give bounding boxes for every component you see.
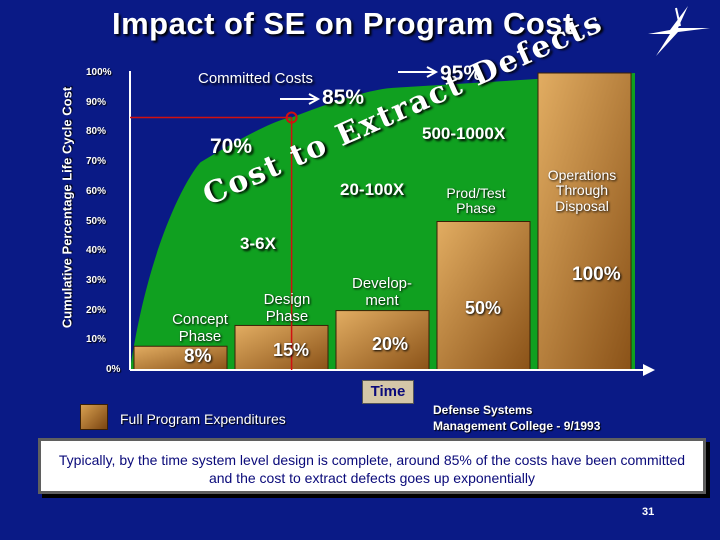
expenditure-bar [537, 72, 632, 371]
expenditure-bar [335, 310, 430, 371]
expenditure-bar [234, 324, 329, 371]
expenditure-bar [436, 221, 531, 371]
legend-label: Full Program Expenditures [120, 411, 286, 427]
arrow-icon [398, 66, 439, 78]
bar-value-label: 50% [465, 298, 502, 318]
y-tick-label: 10% [86, 334, 107, 346]
y-tick-label: 0% [106, 364, 121, 375]
source-line: Defense Systems [433, 403, 533, 417]
committed-pct-label: 85% [322, 86, 365, 109]
y-tick-label: 60% [86, 185, 107, 197]
committed-marker [285, 111, 298, 124]
expenditure-bar [133, 345, 228, 371]
logo-icon [648, 6, 710, 56]
legend-swatch [80, 404, 108, 430]
source-citation: Defense Systems Management College - 9/1… [433, 403, 600, 434]
defect-multiplier-label: 20-100X [340, 180, 405, 199]
phase-label: Prod/Test Phase [446, 185, 506, 217]
y-tick-label: 50% [86, 215, 107, 227]
page-number: 31 [642, 506, 655, 518]
caption-box: Typically, by the time system level desi… [38, 438, 706, 494]
committed-pct-label: 70% [210, 135, 253, 158]
defect-multiplier-label: 500-1000X [422, 124, 506, 143]
y-tick-label: 80% [86, 126, 107, 138]
bar-value-label: 20% [372, 334, 409, 354]
bar-value-label: 8% [184, 346, 212, 367]
y-tick-label: 90% [86, 96, 107, 108]
y-tick-label: 20% [86, 304, 107, 316]
page-title: Impact of SE on Program Cost [112, 6, 574, 41]
x-axis-arrow [643, 364, 655, 376]
committed-costs-label: Committed Costs [198, 70, 314, 87]
y-tick-label: 70% [86, 156, 107, 168]
phase-label: Design Phase [263, 291, 311, 325]
y-tick-label: 100% [86, 67, 112, 78]
phase-label: Operations Through Disposal [547, 167, 617, 214]
source-line: Management College - 9/1993 [433, 418, 601, 433]
phase-label: Develop- ment [351, 275, 413, 309]
y-tick-label: 40% [86, 245, 107, 257]
x-axis-label: Time [362, 380, 414, 404]
phase-label: Concept Phase [172, 311, 228, 345]
defect-multiplier-label: 3-6X [240, 234, 276, 253]
y-tick-label: 30% [86, 274, 107, 286]
bar-value-label: 15% [273, 340, 310, 360]
arrow-icon [280, 93, 321, 105]
bar-value-label: 100% [572, 264, 621, 285]
committed-pct-label: 95% [440, 62, 483, 85]
